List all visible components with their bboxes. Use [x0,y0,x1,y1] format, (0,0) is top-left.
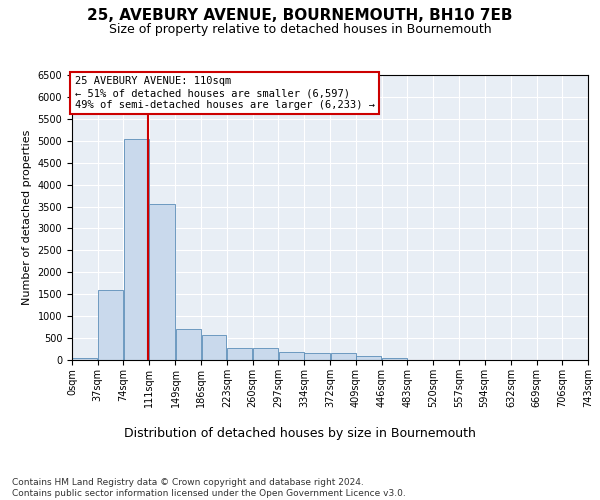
Bar [202,334,226,360]
Bar [356,356,382,360]
Bar [73,358,97,360]
Bar [253,348,278,360]
Bar [382,358,407,360]
Text: 25, AVEBURY AVENUE, BOURNEMOUTH, BH10 7EB: 25, AVEBURY AVENUE, BOURNEMOUTH, BH10 7E… [87,8,513,22]
Bar [149,204,175,360]
Text: Distribution of detached houses by size in Bournemouth: Distribution of detached houses by size … [124,428,476,440]
Bar [227,348,252,360]
Bar [98,290,123,360]
Text: Contains HM Land Registry data © Crown copyright and database right 2024.
Contai: Contains HM Land Registry data © Crown c… [12,478,406,498]
Y-axis label: Number of detached properties: Number of detached properties [22,130,32,305]
Bar [278,352,304,360]
Bar [331,353,356,360]
Text: 25 AVEBURY AVENUE: 110sqm
← 51% of detached houses are smaller (6,597)
49% of se: 25 AVEBURY AVENUE: 110sqm ← 51% of detac… [74,76,374,110]
Bar [124,138,149,360]
Bar [304,353,330,360]
Text: Size of property relative to detached houses in Bournemouth: Size of property relative to detached ho… [109,22,491,36]
Bar [176,330,201,360]
